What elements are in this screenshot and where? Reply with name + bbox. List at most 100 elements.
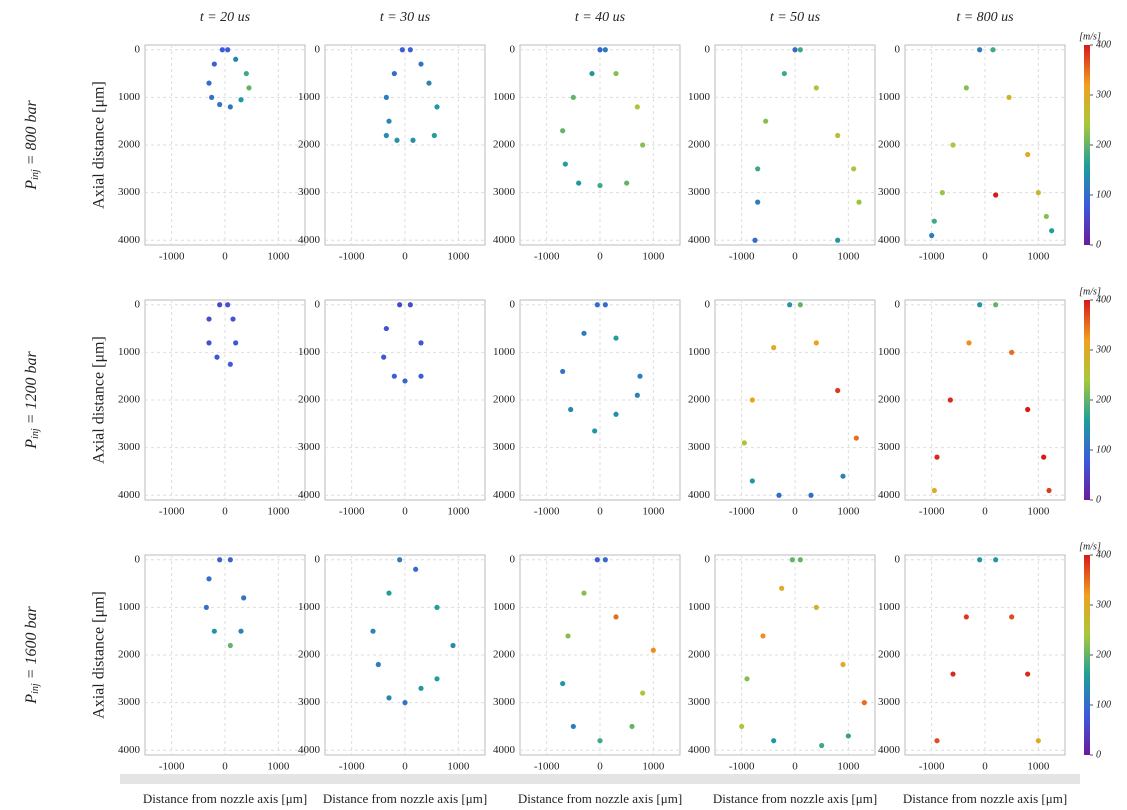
y-tick-label: 1000 — [298, 601, 321, 613]
y-tick-label: 2000 — [298, 139, 321, 151]
point — [206, 316, 212, 322]
point — [594, 302, 600, 308]
y-tick-label: 1000 — [118, 346, 141, 358]
y-tick-label: 2000 — [688, 394, 711, 406]
y-tick-label: 3000 — [118, 696, 141, 708]
point — [835, 132, 841, 139]
point — [950, 671, 956, 677]
colorbar-tick-label: 300 — [1095, 599, 1111, 610]
point — [744, 676, 750, 682]
point — [934, 454, 940, 460]
point — [634, 392, 640, 398]
column-title: t = 50 us — [770, 10, 821, 25]
point — [375, 661, 381, 668]
point — [230, 316, 236, 322]
y-tick-label: 3000 — [878, 441, 901, 453]
y-tick-label: 0 — [705, 298, 711, 310]
x-tick-label: -1000 — [919, 761, 945, 773]
point — [565, 633, 571, 639]
colorbar-tick-label: 200 — [1096, 394, 1111, 405]
y-axis-label: Axial distance [μm] — [91, 81, 108, 209]
point — [227, 557, 233, 563]
y-tick-label: 4000 — [878, 234, 901, 246]
y-tick-label: 1000 — [493, 346, 516, 358]
x-tick-label: 1000 — [837, 761, 860, 773]
x-tick-label: -1000 — [729, 761, 755, 773]
point — [813, 85, 819, 91]
point — [993, 192, 999, 198]
point — [797, 557, 803, 563]
point — [238, 97, 244, 103]
point — [225, 47, 231, 53]
x-tick-label: -1000 — [729, 506, 755, 518]
point — [840, 661, 846, 668]
x-tick-label: 1000 — [447, 506, 470, 518]
x-tick-label: 0 — [222, 761, 228, 773]
y-tick-label: 1000 — [118, 91, 141, 103]
point — [963, 85, 969, 91]
point — [597, 47, 603, 53]
point — [650, 647, 656, 653]
y-tick-label: 0 — [510, 553, 516, 565]
point — [211, 628, 217, 634]
point — [211, 61, 217, 67]
colorbar-tick-label: 400 — [1096, 39, 1111, 50]
x-tick-label: 0 — [792, 761, 798, 773]
x-tick-label: 0 — [792, 251, 798, 263]
point — [993, 557, 999, 563]
point — [931, 487, 937, 494]
point — [929, 232, 935, 239]
x-tick-label: 1000 — [267, 506, 290, 518]
y-tick-label: 2000 — [118, 649, 141, 661]
point — [391, 373, 397, 379]
point — [835, 387, 841, 394]
x-axis-label: Distance from nozzle axis [μm] — [143, 791, 307, 806]
x-tick-label: 1000 — [447, 251, 470, 263]
colorbar — [1084, 300, 1090, 500]
x-tick-label: 1000 — [1027, 506, 1050, 518]
point — [1009, 614, 1015, 620]
y-tick-label: 4000 — [118, 744, 141, 756]
y-tick-label: 2000 — [493, 649, 516, 661]
y-tick-label: 0 — [705, 553, 711, 565]
x-tick-label: 0 — [597, 506, 603, 518]
colorbar-unit: [m/s] — [1079, 286, 1101, 297]
row-label: Pinj = 1600 bar — [23, 606, 42, 705]
y-tick-label: 3000 — [298, 186, 321, 198]
x-tick-label: -1000 — [339, 251, 365, 263]
point — [209, 94, 215, 100]
point — [931, 218, 937, 224]
point — [560, 368, 566, 375]
point — [434, 104, 440, 110]
y-tick-label: 0 — [135, 298, 141, 310]
colorbar-tick-label: 0 — [1096, 239, 1101, 250]
y-tick-label: 3000 — [688, 696, 711, 708]
point — [1009, 349, 1015, 355]
point — [1043, 213, 1049, 220]
point — [966, 340, 972, 346]
point — [613, 335, 619, 341]
y-tick-label: 3000 — [298, 696, 321, 708]
y-tick-label: 0 — [510, 43, 516, 55]
point — [813, 604, 819, 610]
point — [206, 576, 212, 582]
y-tick-label: 2000 — [298, 649, 321, 661]
colorbar-tick-label: 300 — [1095, 344, 1111, 355]
y-tick-label: 1000 — [298, 91, 321, 103]
point — [217, 101, 223, 108]
point — [383, 94, 389, 100]
point — [640, 690, 646, 696]
point — [413, 566, 419, 572]
y-tick-label: 2000 — [688, 139, 711, 151]
point — [1035, 738, 1041, 744]
point — [602, 47, 608, 53]
point — [431, 132, 437, 139]
point — [835, 237, 841, 243]
point — [947, 397, 953, 403]
y-tick-label: 2000 — [118, 139, 141, 151]
point — [399, 47, 405, 53]
colorbar-tick-label: 0 — [1096, 749, 1101, 760]
colorbar-unit: [m/s] — [1079, 541, 1101, 552]
y-tick-label: 1000 — [878, 91, 901, 103]
x-tick-label: -1000 — [339, 761, 365, 773]
